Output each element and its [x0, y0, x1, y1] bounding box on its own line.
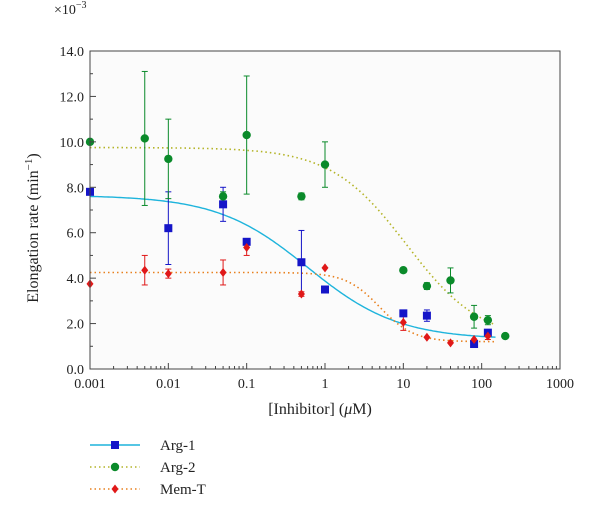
arg-1-legend-label: Arg-1 [160, 438, 196, 454]
arg-2-data-point [297, 192, 306, 201]
data-markers [85, 130, 510, 349]
arg-1-data-point [422, 311, 431, 320]
arg-1-data-point [297, 258, 306, 267]
mem-t-data-point [446, 338, 454, 348]
arg-2-fit-curve [90, 146, 496, 326]
mem-t-data-point [484, 331, 492, 341]
x-tick-label: 0.001 [74, 377, 106, 392]
mem-t-data-point [470, 334, 478, 344]
arg-1-data-point [164, 224, 173, 233]
mem-t-data-point [321, 263, 329, 273]
mem-t-legend-label: Mem-T [160, 482, 206, 498]
arg-2-data-point [483, 315, 493, 325]
mem-t-data-point [423, 332, 431, 342]
y-tick-label: 8.0 [67, 181, 85, 196]
arg-1-data-point [321, 285, 329, 294]
arg-1-fit-curve [89, 195, 496, 338]
mem-t-data-point [141, 265, 149, 275]
y-tick-label: 10.0 [60, 136, 85, 151]
legend: Arg-1 Arg-2 Mem-T [90, 438, 206, 498]
arg-1-data-point [242, 237, 251, 246]
mem-t-fit-curve [90, 271, 496, 343]
x-tick-label: 10 [396, 377, 410, 392]
y-tick-label: 14.0 [60, 45, 85, 60]
arg-2-data-point [242, 130, 251, 140]
fit-curves [89, 146, 496, 343]
mem-t-data-point [297, 289, 305, 299]
arg-2-data-point [399, 265, 408, 275]
y-tick-label: 0.0 [67, 363, 85, 378]
y-tick-label: 6.0 [67, 227, 85, 242]
y-tick-label: 12.0 [60, 90, 85, 105]
y-multiplier-label: ×10−3 [54, 0, 87, 18]
arg-2-legend-marker [110, 462, 120, 472]
x-tick-label: 1 [322, 377, 329, 392]
arg-2-data-point [422, 281, 432, 291]
arg-2-data-point [140, 134, 149, 143]
mem-t-data-point [399, 317, 407, 327]
y-axis-title: Elongation rate (min−1) [23, 153, 42, 302]
arg-1-data-point [399, 309, 408, 318]
arg-2-legend-label: Arg-2 [160, 460, 196, 476]
mem-t-data-point [219, 267, 227, 277]
mem-t-data-point [243, 242, 251, 252]
mem-t-legend-marker [111, 484, 119, 494]
y-tick-label: 2.0 [67, 318, 85, 333]
axes: 0.001 0.01 0.1 1 10 100 1000 0.0 2.0 4.0 6.0 8.0 10.… [60, 45, 575, 392]
x-axis-title: [Inhibitor] (μM) [268, 401, 372, 418]
arg-2-data-point [164, 154, 173, 164]
arg-1-legend-marker [111, 441, 119, 449]
arg-2-data-point [501, 331, 510, 341]
arg-2-data-point [320, 160, 330, 169]
arg-1-data-point [219, 200, 228, 209]
x-tick-label: 0.1 [238, 377, 256, 392]
x-tick-label: 0.01 [156, 377, 181, 392]
mem-t-data-point [164, 269, 172, 279]
x-tick-label: 100 [471, 377, 492, 392]
arg-2-data-point [218, 192, 228, 201]
arg-2-data-point [446, 276, 455, 285]
arg-2-data-point [469, 312, 479, 321]
y-tick-label: 4.0 [67, 272, 85, 287]
x-tick-label: 1000 [546, 377, 574, 392]
arg-1-data-point [470, 340, 479, 349]
